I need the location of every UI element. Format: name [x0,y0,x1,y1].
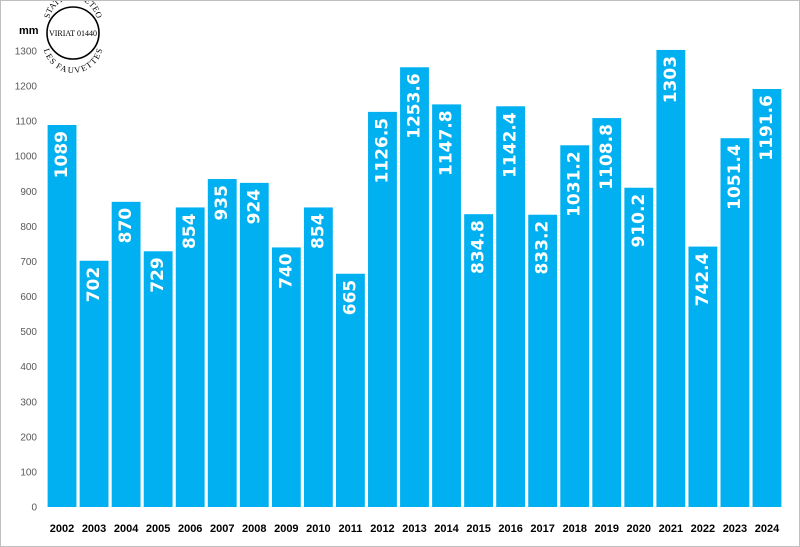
station-stamp: STATION METEO VIRIAT 01440 LES FAUVETTES [41,1,104,76]
bar [271,247,301,507]
y-tick-label: 400 [20,362,37,373]
data-label: 702 [84,267,104,303]
data-label: 910.2 [629,194,649,248]
bar [496,106,526,507]
data-label: 924 [244,189,264,225]
data-label: 1303 [661,56,681,103]
x-tick-label: 2015 [466,523,490,535]
x-axis: 2002 2003 2004 2005 2006 2007 2008 2009 2010 2011… [50,523,780,535]
bar [560,145,590,508]
x-tick-label: 2006 [178,523,202,535]
x-tick-label: 2013 [402,523,426,535]
x-tick-label: 2003 [82,523,106,535]
data-label: 665 [340,280,360,316]
data-label: 1031.2 [565,151,585,217]
data-label: 834.8 [469,220,489,274]
data-label: 1253.6 [405,73,425,139]
y-tick-label: 100 [20,467,37,478]
data-label: 854 [180,213,200,249]
bar [175,207,205,507]
x-tick-label: 2016 [498,523,522,535]
bar [528,214,558,508]
y-tick-label: 1300 [15,47,38,58]
bar [752,89,782,508]
y-tick-label: 300 [20,397,37,408]
data-label: 1051.4 [725,144,745,210]
bar [720,138,750,507]
stamp-ring [46,6,100,60]
stamp-middle-text: VIRIAT 01440 [49,29,97,38]
data-label: 1191.6 [757,95,777,161]
x-tick-label: 2018 [562,523,586,535]
x-tick-label: 2010 [306,523,330,535]
data-label: 935 [212,185,232,221]
x-tick-label: 2012 [370,523,394,535]
x-tick-label: 2005 [146,523,170,535]
y-tick-label: 800 [20,222,37,233]
x-tick-label: 2011 [338,523,362,535]
data-label: 740 [276,253,296,289]
data-label: 870 [116,208,136,244]
bar [624,187,654,508]
y-tick-label: 600 [20,292,37,303]
y-tick-label: 500 [20,327,37,338]
x-tick-label: 2022 [691,523,715,535]
bar [111,201,141,507]
x-tick-label: 2014 [434,523,459,535]
bar [592,118,622,507]
data-label: 1108.8 [597,124,617,190]
x-tick-label: 2004 [114,523,139,535]
y-axis-unit: mm [19,25,39,37]
bar [400,67,429,507]
bar [368,111,397,508]
data-label: 1142.4 [501,112,521,178]
x-tick-label: 2023 [723,523,747,535]
bar [432,104,461,507]
data-label: 729 [148,257,168,293]
x-tick-label: 2009 [274,523,298,535]
y-axis: 0 100 200 300 400 500 600 700 800 900 1000 1100 1200… [15,47,38,514]
data-label: 1147.8 [437,110,457,176]
x-tick-label: 2008 [242,523,266,535]
x-tick-label: 2017 [530,523,554,535]
bar [656,49,686,507]
bar [207,179,237,507]
x-tick-label: 2020 [627,523,651,535]
bar [303,207,333,507]
bar [464,214,494,507]
y-tick-label: 1000 [15,152,38,163]
x-tick-label: 2024 [755,523,780,535]
data-label: 1126.5 [372,118,392,184]
bar-series: 1089 702 870 729 854 935 924 740 854 665 1126.5 125… [47,49,782,508]
data-label: 854 [308,213,328,249]
y-tick-label: 900 [20,187,37,198]
y-tick-label: 200 [20,432,37,443]
bar [47,125,77,507]
data-label: 1089 [52,131,72,178]
y-tick-label: 1100 [15,117,37,128]
bar [143,251,173,507]
bar [335,273,365,507]
x-tick-label: 2019 [595,523,619,535]
data-label: 742.4 [693,252,713,306]
y-tick-label: 1200 [15,82,38,93]
x-tick-label: 2021 [659,523,683,535]
data-label: 833.2 [533,221,553,275]
bar [79,260,109,507]
bar [688,246,718,507]
x-tick-label: 2002 [50,523,74,535]
y-tick-label: 700 [20,257,37,268]
x-tick-label: 2007 [210,523,234,535]
bar [239,182,269,507]
y-tick-label: 0 [31,503,37,514]
